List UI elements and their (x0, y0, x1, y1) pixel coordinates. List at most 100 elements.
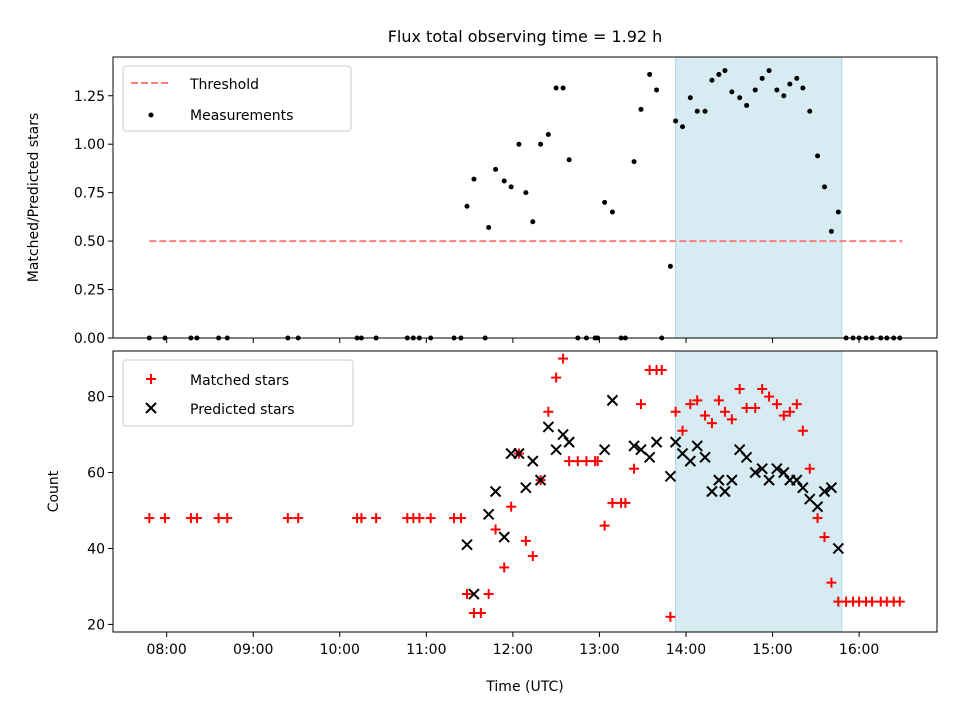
matched-star-point (713, 395, 724, 406)
x-tick-label: 15:00 (752, 642, 792, 658)
measurement-point (815, 153, 821, 159)
measurement-point (560, 85, 566, 91)
matched-star-point (371, 513, 382, 524)
matched-star-point (543, 406, 554, 417)
top-panel: 0.00 0.25 0.50 0.75 1.00 1.25 Matched/Predict… (26, 56, 938, 347)
measurement-point (538, 141, 544, 147)
measurement-point (800, 85, 806, 91)
chart-title: Flux total observing time = 1.92 h (388, 27, 663, 46)
matched-star-point (734, 383, 745, 394)
matched-star-point (741, 402, 752, 413)
top-y-ticks: 0.00 0.25 0.50 0.75 1.00 1.25 (74, 89, 113, 347)
measurement-point (759, 75, 765, 81)
matched-star-point (706, 418, 717, 429)
x-tick-label: 14:00 (666, 642, 706, 658)
matched-star-point (670, 406, 681, 417)
predicted-star-point (811, 500, 824, 513)
matched-star-point (572, 456, 583, 467)
observing-window-span (675, 350, 843, 633)
matched-star-point (764, 391, 775, 402)
measurement-point (716, 71, 722, 77)
bottom-panel: 20 40 60 80 08:00 09:00 10:00 11:00 12:00 13:00 1… (46, 350, 938, 695)
matched-star-point (620, 497, 631, 508)
predicted-star-point (628, 440, 640, 452)
matched-star-point (475, 608, 486, 619)
predicted-star-point (563, 436, 575, 448)
measurement-point (774, 87, 780, 93)
legend-predicted-swatch (145, 402, 157, 414)
x-axis-label: Time (UTC) (485, 679, 563, 695)
matched-star-point (812, 513, 823, 524)
matched-star-point (791, 399, 802, 410)
matched-star-point (778, 410, 789, 421)
measurement-point (631, 159, 637, 165)
matched-star-point (685, 399, 696, 410)
predicted-star-point (706, 485, 718, 498)
bottom-y-axis-label: Count (46, 470, 62, 512)
top-legend: Threshold Measurements (122, 65, 352, 132)
x-tick-label: 12:00 (493, 642, 533, 658)
measurement-point (602, 199, 608, 205)
predicted-star-point (691, 440, 703, 452)
matched-star-point (757, 383, 768, 394)
measurement-point (694, 108, 700, 114)
matched-star-point (499, 562, 510, 573)
matched-star-point (483, 589, 494, 600)
top-x-ticks (166, 338, 860, 343)
y-tick-label: 80 (87, 390, 105, 406)
x-tick-label: 08:00 (146, 642, 186, 658)
predicted-star-point (520, 481, 532, 494)
matched-star-point (592, 456, 603, 467)
predicted-star-point (557, 428, 569, 441)
matched-star-point (635, 399, 646, 410)
measurement-point (709, 77, 715, 83)
y-tick-label: 0.50 (74, 234, 105, 250)
predicted-star-point (468, 588, 480, 600)
top-plot-frame (112, 56, 938, 339)
measurement-point (464, 203, 470, 209)
matched-star-point (455, 513, 466, 524)
top-highlight-span (675, 56, 843, 339)
predicted-star-point (598, 444, 611, 456)
predicted-star-point (498, 531, 510, 543)
matched-star-point (425, 513, 436, 524)
legend-predicted-label: Predicted stars (190, 402, 295, 418)
bottom-predicted-points (461, 394, 845, 600)
matched-star-point (213, 513, 224, 524)
matched-star-point (826, 577, 837, 588)
bottom-highlight-span (675, 350, 843, 633)
x-tick-label: 13:00 (579, 642, 619, 658)
measurement-point (680, 124, 686, 130)
measurement-point (729, 89, 735, 95)
x-tick-label: 10:00 (320, 642, 360, 658)
measurement-point (673, 118, 679, 124)
predicted-star-point (832, 542, 845, 555)
measurement-point (667, 263, 673, 269)
matched-star-point (719, 406, 730, 417)
matched-star-point (144, 513, 155, 524)
y-tick-label: 1.25 (74, 89, 105, 105)
matched-star-point (159, 513, 170, 524)
matched-star-point (527, 551, 538, 562)
predicted-star-point (527, 455, 539, 467)
y-tick-label: 0.25 (74, 283, 105, 299)
predicted-star-point (699, 451, 711, 464)
predicted-star-point (726, 474, 738, 486)
matched-star-point (599, 520, 610, 531)
predicted-star-point (542, 421, 555, 433)
matched-star-point (558, 353, 569, 364)
y-tick-label: 0.00 (74, 331, 105, 347)
y-tick-label: 40 (87, 541, 105, 557)
measurement-point (702, 108, 708, 114)
predicted-star-point (740, 451, 753, 464)
bottom-plot-frame (112, 350, 938, 633)
y-tick-label: 60 (87, 466, 105, 482)
measurement-point (553, 85, 559, 91)
measurement-point (744, 102, 750, 108)
matched-star-point (692, 395, 703, 406)
predicted-star-point (719, 485, 731, 498)
measurement-point (523, 190, 529, 196)
matched-star-point (665, 611, 676, 622)
top-y-axis-label: Matched/Predicted stars (26, 113, 42, 283)
predicted-star-point (684, 455, 697, 467)
